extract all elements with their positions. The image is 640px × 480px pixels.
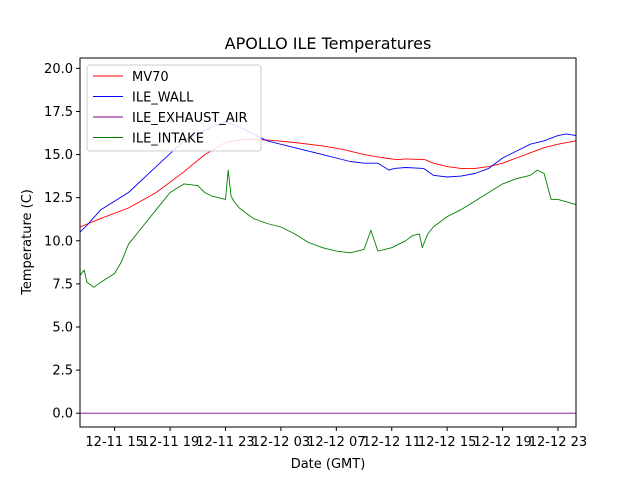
axis-layer: 0.0 2.5 5.0 7.5 10.0 12.5 15.0 17.5 20.0 12-11 15…: [44, 62, 587, 450]
x-tick-label: 12-12 11: [363, 435, 421, 450]
y-tick-label: 15.0: [44, 148, 73, 163]
series-line-mv70: [79, 138, 577, 228]
y-tick-label: 17.5: [44, 105, 73, 120]
legend-label: ILE_EXHAUST_AIR: [132, 111, 248, 126]
x-tick-label: 12-11 23: [196, 435, 254, 450]
x-tick-label: 12-12 03: [252, 435, 310, 450]
x-tick-label: 12-12 19: [473, 435, 531, 450]
x-tick-label: 12-12 07: [307, 435, 365, 450]
x-tick-label: 12-11 15: [85, 435, 143, 450]
y-tick-label: 5.0: [52, 320, 73, 335]
x-tick-label: 12-12 23: [529, 435, 587, 450]
plot-frame: [79, 57, 577, 428]
legend-label: ILE_INTAKE: [132, 132, 204, 147]
y-tick-label: 20.0: [44, 62, 73, 77]
x-tick-label: 12-12 15: [418, 435, 476, 450]
y-tick-label: 12.5: [44, 191, 73, 206]
y-tick-label: 0.0: [52, 407, 73, 422]
series-line-ile-intake: [79, 169, 577, 288]
chart-title: APOLLO ILE Temperatures: [225, 34, 432, 53]
x-axis-label: Date (GMT): [291, 457, 366, 472]
y-tick-label: 10.0: [44, 234, 73, 249]
y-tick-label: 7.5: [52, 277, 73, 292]
legend-label: MV70: [132, 70, 169, 85]
legend-box: [86, 64, 262, 152]
legend: MV70 ILE_WALL ILE_EXHAUST_AIR ILE_INTAKE: [86, 64, 262, 152]
y-tick-label: 2.5: [52, 364, 73, 379]
y-axis-label: Temperature (C): [20, 189, 35, 296]
x-tick-label: 12-11 19: [141, 435, 199, 450]
legend-label: ILE_WALL: [132, 91, 194, 106]
